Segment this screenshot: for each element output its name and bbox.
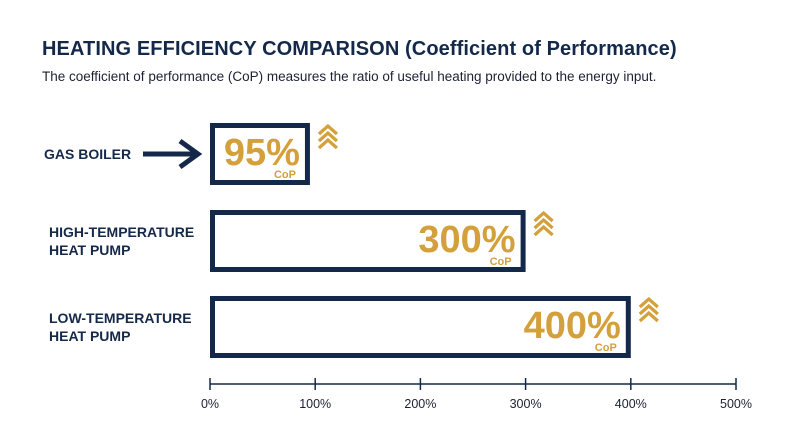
data-label: 300% xyxy=(418,219,515,261)
chart-title: HEATING EFFICIENCY COMPARISON (Coefficie… xyxy=(42,38,677,60)
data-unit-label: CoP xyxy=(274,169,296,181)
category-label: HEAT PUMP xyxy=(49,242,130,258)
double-chevron-up-icon xyxy=(638,296,659,323)
double-chevron-up-icon xyxy=(533,210,554,237)
chart-subtitle: The coefficient of performance (CoP) mea… xyxy=(42,69,657,84)
x-tick-label: 300% xyxy=(510,397,542,411)
data-unit-label: CoP xyxy=(490,256,512,268)
category-label: HIGH-TEMPERATURE xyxy=(49,224,194,240)
double-chevron-up-icon xyxy=(317,123,339,150)
bar xyxy=(210,210,526,272)
arrow-right-icon xyxy=(143,138,203,170)
data-label: 95% xyxy=(224,132,300,174)
x-tick-label: 0% xyxy=(201,397,219,411)
category-label: GAS BOILER xyxy=(44,146,131,162)
data-label: 400% xyxy=(524,305,621,347)
bar xyxy=(210,123,310,185)
x-tick-label: 500% xyxy=(720,397,752,411)
data-unit-label: CoP xyxy=(595,342,617,354)
category-label: LOW-TEMPERATURE xyxy=(49,310,192,326)
bar xyxy=(210,296,631,358)
x-tick-label: 200% xyxy=(404,397,436,411)
category-label: HEAT PUMP xyxy=(49,328,130,344)
x-tick-label: 100% xyxy=(299,397,331,411)
x-tick-label: 400% xyxy=(615,397,647,411)
